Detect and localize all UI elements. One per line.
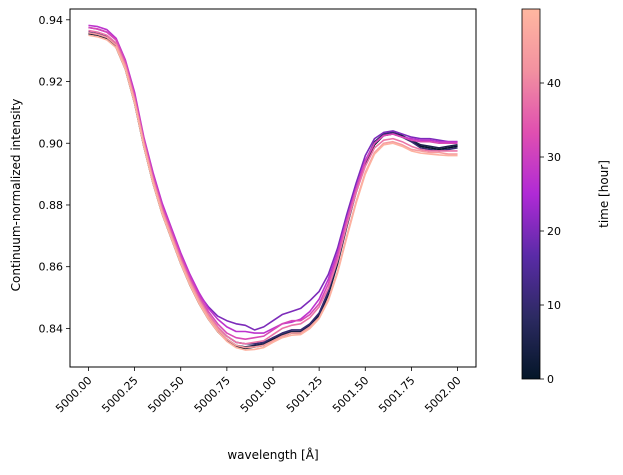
colorbar-label: time [hour] [597,160,611,228]
x-axis-label: wavelength [Å] [227,447,318,462]
y-axis-label: Continuum-normalized intensity [9,99,23,292]
x-tick-label: 5001.25 [284,374,325,415]
x-tick-label: 5001.50 [330,374,371,415]
colorbar: 0 10 20 30 40 time [hour] [521,8,611,386]
series-lines [88,24,458,351]
colorbar-tick-label: 10 [547,299,561,312]
y-tick-label: 0.86 [39,261,64,274]
plot-area [69,8,477,368]
x-tick-label: 5000.25 [99,374,140,415]
colorbar-tick-label: 30 [547,151,561,164]
y-tick-label: 0.94 [39,14,64,27]
colorbar-tick-label: 0 [547,373,554,386]
y-tick-label: 0.92 [39,76,64,89]
x-axis: 5000.00 5000.25 5000.50 5000.75 5001.00 5001.… [53,367,464,415]
x-tick-label: 5000.00 [53,374,94,415]
y-tick-label: 0.90 [39,137,64,150]
colorbar-gradient [521,8,541,380]
x-tick-label: 5001.00 [238,374,279,415]
colorbar-ticks: 0 10 20 30 40 [540,77,561,386]
plot-background [70,9,476,367]
x-tick-label: 5001.75 [376,374,417,415]
x-tick-label: 5002.00 [422,374,463,415]
y-axis: 0.84 0.86 0.88 0.90 0.92 0.94 [39,14,70,335]
x-tick-label: 5000.75 [192,374,233,415]
y-tick-label: 0.88 [39,199,64,212]
colorbar-tick-label: 20 [547,225,561,238]
colorbar-tick-label: 40 [547,77,561,90]
x-tick-label: 5000.50 [145,374,186,415]
y-tick-label: 0.84 [39,322,64,335]
series-line-8 [88,34,458,351]
